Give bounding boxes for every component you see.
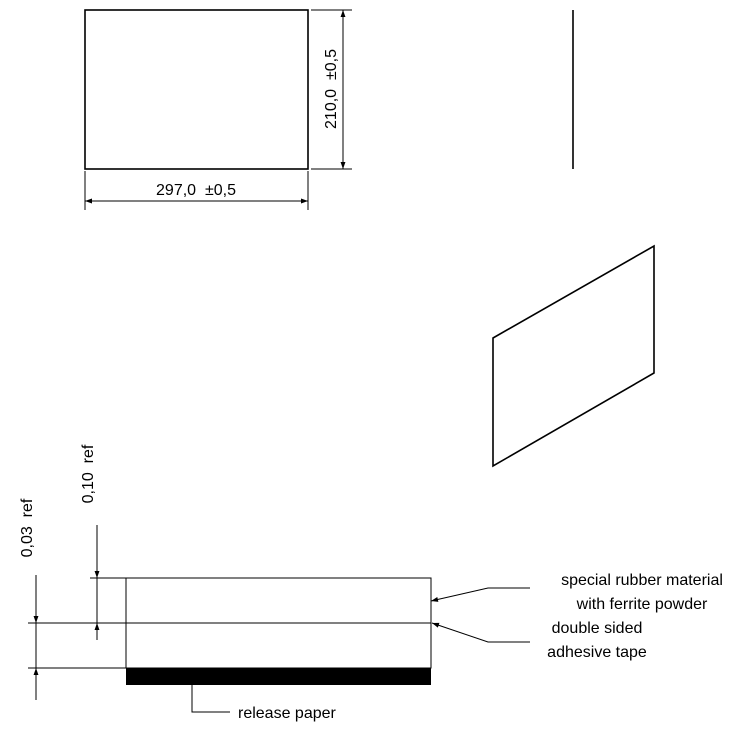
rubber-callout-line1: special rubber material <box>561 572 723 589</box>
release-leader <box>191 685 230 713</box>
height-dimension-label: 210,0 ±0,5 <box>323 49 340 129</box>
tape-leader <box>431 622 530 643</box>
tape-callout-line1: double sided <box>552 620 643 637</box>
adhesive-thickness-label: 0,03 ref <box>19 498 36 557</box>
width-dimension-label: 297,0 ±0,5 <box>156 182 236 199</box>
release-callout: release paper <box>238 705 337 722</box>
rubber-leader <box>430 587 530 602</box>
total-thickness-label: 0,10 ref <box>80 444 97 503</box>
rubber-callout-line2: with ferrite powder <box>576 596 708 613</box>
front-view: 297,0 ±0,5 210,0 ±0,5 <box>84 9 352 210</box>
tape-callout-line2: adhesive tape <box>547 644 647 661</box>
sheet-outline <box>84 9 309 170</box>
layer-section: 0,10 ref 0,03 ref special rubber materia… <box>19 444 723 722</box>
adhesive-tape-layer <box>125 622 432 669</box>
isometric-view <box>492 244 655 468</box>
release-paper-layer <box>126 668 431 685</box>
rubber-layer <box>125 577 432 624</box>
